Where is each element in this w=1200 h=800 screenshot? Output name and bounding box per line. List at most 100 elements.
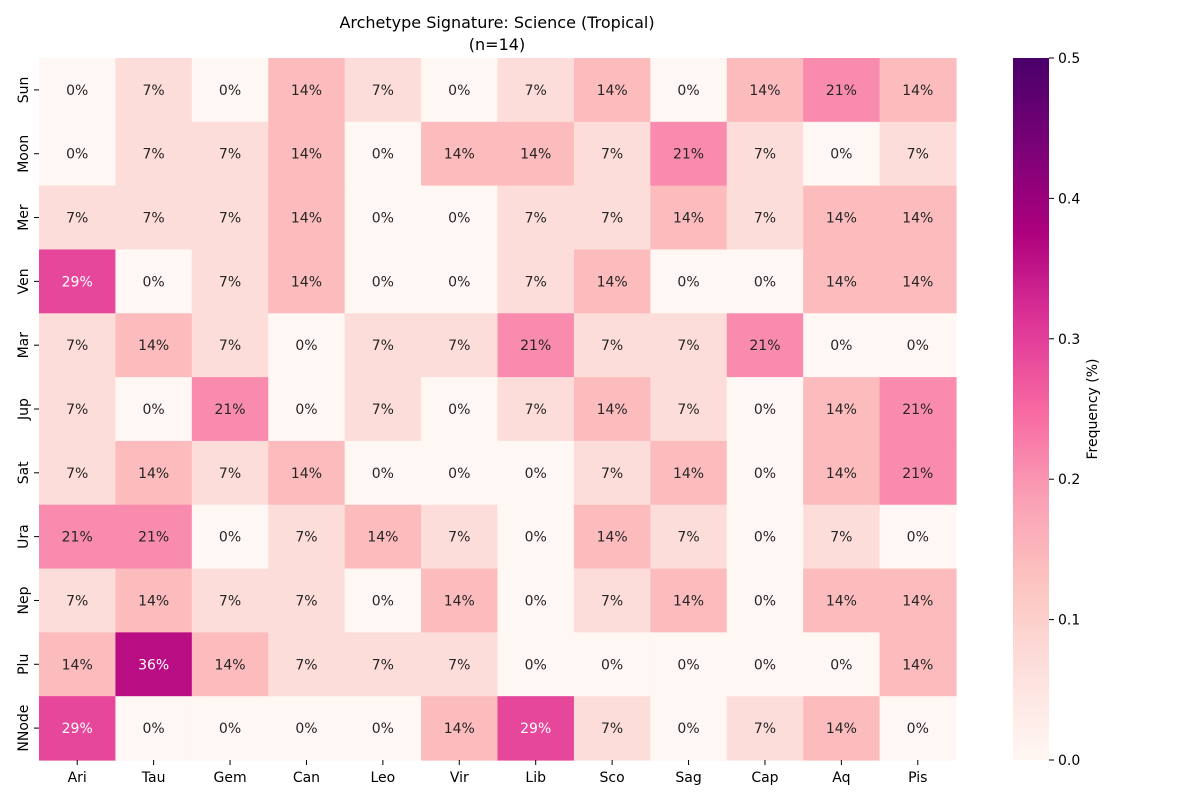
cell-label: 7% [295,593,317,609]
heatmap-cell [726,504,804,570]
chart-subtitle: (n=14) [469,35,525,54]
cell-label: 14% [597,83,628,99]
cell-label: 0% [372,721,394,737]
heatmap-cell [268,313,346,378]
heatmap-cell [803,121,881,187]
cell-label: 0% [601,657,623,673]
heatmap-cell [650,185,728,251]
heatmap-cell [726,568,804,633]
heatmap-cell [650,313,728,378]
cell-label: 0% [372,466,394,482]
heatmap-cell [879,568,957,633]
heatmap-cell [191,568,269,633]
cell-label: 0% [448,83,470,99]
cell-label: 7% [754,147,776,163]
heatmap-cell [421,632,499,697]
cell-label: 14% [826,211,857,227]
heatmap-cell [268,440,346,506]
x-tick-label: Gem [213,770,246,786]
cell-label: 14% [826,274,857,290]
heatmap-cell [191,440,269,506]
heatmap-cell [650,377,728,442]
heatmap-cell [115,121,193,187]
cell-label: 7% [448,530,470,546]
heatmap-cell [191,696,269,761]
y-tick-label: Ura [16,524,32,549]
heatmap-cell [726,377,804,442]
heatmap-cell [344,249,422,314]
y-tick-label: Moon [16,135,32,173]
colorbar-gradient [1013,58,1049,760]
cell-label: 21% [138,530,169,546]
cell-label: 7% [219,274,241,290]
cell-label: 14% [291,274,322,290]
y-tick-label: Sat [16,461,32,484]
chart-title: Archetype Signature: Science (Tropical) [339,13,654,32]
heatmap-cell [650,504,728,570]
y-tick-label: Mar [16,332,32,359]
cell-label: 0% [219,83,241,99]
y-tick-label: Nep [16,586,32,614]
cell-label: 14% [138,466,169,482]
cell-label: 14% [291,83,322,99]
heatmap-cell [421,504,499,570]
x-tick-label: Lib [525,770,546,786]
heatmap-cell [879,504,957,570]
heatmap-cell [421,313,499,378]
cell-label: 7% [372,83,394,99]
heatmap-cell [497,504,575,570]
colorbar-tick-label: 0.2 [1058,472,1080,488]
heatmap-cell [39,121,117,187]
colorbar-tick-label: 0.3 [1058,332,1080,348]
cell-label: 0% [754,657,776,673]
cell-label: 14% [673,593,704,609]
heatmap-cell [115,58,193,123]
heatmap-cell [344,696,422,761]
cell-label: 0% [372,274,394,290]
cell-label: 14% [902,274,933,290]
heatmap-cell [115,440,193,506]
heatmap-cell [344,185,422,251]
cell-label: 7% [525,274,547,290]
cell-label: 21% [62,530,93,546]
heatmap-cell [497,440,575,506]
y-tick-label: Ven [16,268,32,294]
heatmap-cell [421,121,499,187]
cell-label: 7% [66,402,88,418]
heatmap-cell [191,58,269,123]
heatmap-cell [191,121,269,187]
cell-label: 14% [214,657,245,673]
heatmap-cell [497,696,575,761]
cell-label: 0% [677,274,699,290]
y-tick-label: NNode [16,705,32,752]
heatmap-cell [344,121,422,187]
heatmap-cell [191,313,269,378]
heatmap-cell [879,440,957,506]
heatmap-cell [726,696,804,761]
colorbar-tick-label: 0.0 [1058,753,1080,769]
heatmap-cell [803,440,881,506]
cell-label: 14% [291,466,322,482]
cell-label: 7% [525,402,547,418]
cell-label: 14% [597,530,628,546]
cell-label: 7% [66,338,88,354]
heatmap-cell [573,185,651,251]
cell-label: 0% [448,402,470,418]
cell-label: 0% [754,466,776,482]
heatmap-cell [39,440,117,506]
heatmap-cells [39,58,957,761]
heatmap-cell [421,58,499,123]
cell-label: 7% [66,466,88,482]
cell-label: 7% [601,721,623,737]
x-tick-label: Leo [371,770,396,786]
cell-label: 7% [754,721,776,737]
cell-label: 0% [907,530,929,546]
cell-label: 0% [295,402,317,418]
x-axis: Ari Tau Gem Can Leo Vir Lib Sco Sag Cap Aq Pis [68,760,927,786]
heatmap-cell [344,440,422,506]
cell-label: 7% [448,338,470,354]
x-tick-label: Cap [751,770,778,786]
cell-label: 14% [444,721,475,737]
cell-label: 29% [62,274,93,290]
cell-label: 0% [448,274,470,290]
